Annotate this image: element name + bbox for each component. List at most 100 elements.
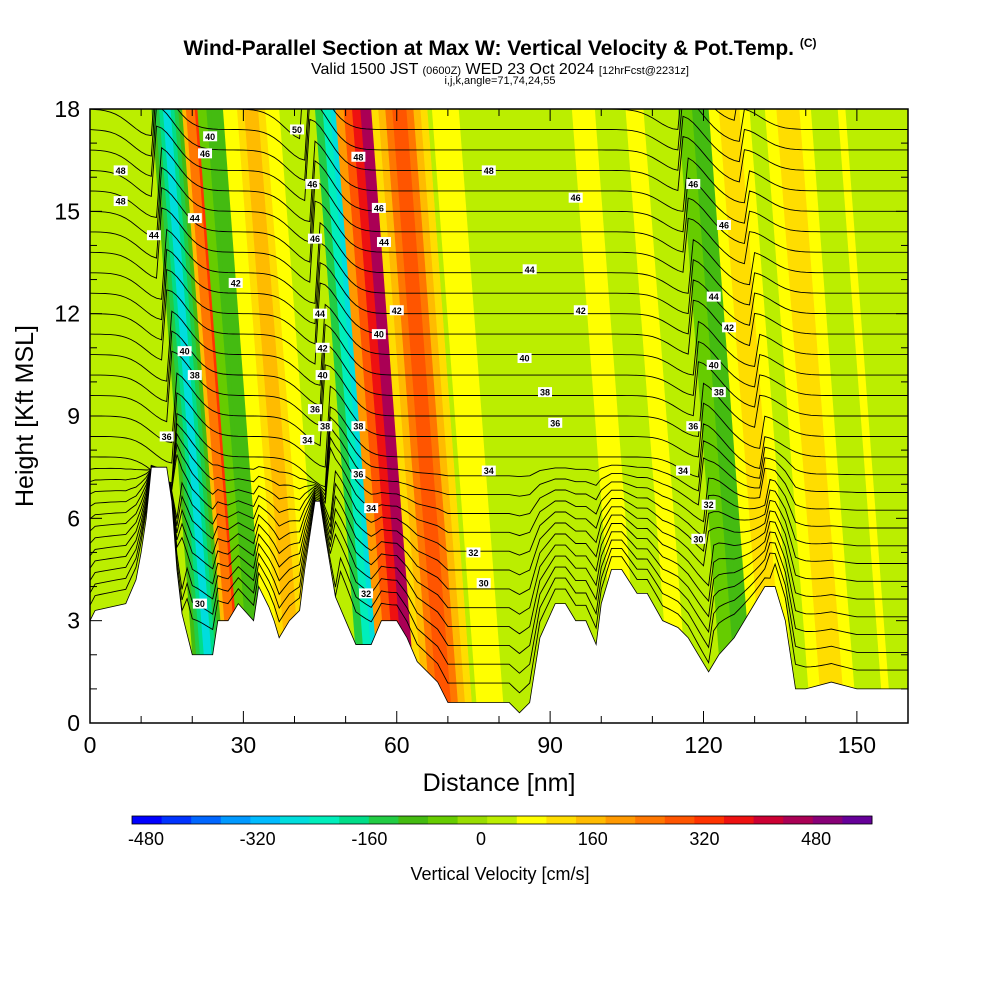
contour-label-bg <box>716 219 731 230</box>
colorbar-swatch <box>339 816 370 824</box>
velocity-band <box>782 109 840 723</box>
contour-label: 44 <box>187 213 202 224</box>
contour-label-bg <box>113 196 128 207</box>
isentrope-line <box>90 343 908 427</box>
contour-label-bg <box>203 131 218 142</box>
colorbar: -480 -320 -160 0 160 320 480 <box>128 815 873 849</box>
y-tick-label: 15 <box>54 198 80 224</box>
isentrope-line <box>90 426 908 506</box>
contour-label-bg <box>359 588 374 599</box>
contour-label-bg <box>522 264 537 275</box>
contour-label: 40 <box>177 346 192 357</box>
contour-label-text: 42 <box>576 306 586 316</box>
x-tick-label: 90 <box>537 732 563 758</box>
contour-label: 30 <box>691 533 706 544</box>
contour-label: 46 <box>305 179 320 190</box>
colorbar-swatch <box>783 816 814 824</box>
contour-label-bg <box>307 404 322 415</box>
isentrope-line <box>90 261 908 345</box>
contour-label-bg <box>351 468 366 479</box>
contour-label-text: 48 <box>116 166 126 176</box>
contour-label: 34 <box>481 465 496 476</box>
contour-label: 34 <box>676 465 691 476</box>
colorbar-tick-label: 480 <box>801 829 831 849</box>
x-tick-label: 150 <box>838 732 876 758</box>
isentrope-line <box>90 282 908 365</box>
contour-label-bg <box>113 165 128 176</box>
contour-label-text: 34 <box>302 435 312 445</box>
contour-label: 48 <box>113 196 128 207</box>
contour-label-text: 44 <box>315 309 325 319</box>
y-tick-label: 18 <box>54 96 80 122</box>
contour-label-text: 32 <box>468 548 478 558</box>
contour-label-text: 34 <box>678 466 688 476</box>
contour-label-text: 44 <box>525 265 535 275</box>
contour-label-bg <box>364 503 379 514</box>
contour-label: 40 <box>315 370 330 381</box>
contour-label: 40 <box>371 329 386 340</box>
valid-time-utc: (0600Z) <box>422 65 462 77</box>
isentrope-line <box>90 464 908 694</box>
colorbar-swatch <box>753 816 784 824</box>
x-tick-label: 0 <box>84 732 97 758</box>
contour-label-bg <box>706 291 721 302</box>
contour-label-bg <box>481 165 496 176</box>
contour-label-bg <box>198 148 213 159</box>
valid-time-prefix: Valid 1500 JST <box>311 61 419 78</box>
contour-label: 38 <box>187 370 202 381</box>
colorbar-label: Vertical Velocity [cm/s] <box>410 864 589 884</box>
isentrope-line <box>90 118 908 202</box>
contour-label-bg <box>300 434 315 445</box>
contour-label-text: 38 <box>714 388 724 398</box>
contour-label-bg <box>318 421 333 432</box>
contour-label: 30 <box>476 578 491 589</box>
y-tick-label: 9 <box>67 403 80 429</box>
colorbar-tick-label: 0 <box>476 829 486 849</box>
isentrope-line <box>90 465 908 655</box>
contour-label: 36 <box>686 421 701 432</box>
contour-label: 36 <box>159 431 174 442</box>
contour-label-bg <box>573 305 588 316</box>
contour-label-text: 48 <box>116 197 126 207</box>
contour-label-bg <box>568 192 583 203</box>
contour-label-bg <box>476 578 491 589</box>
isentrope-line <box>90 467 908 576</box>
isentrope-line <box>90 416 908 493</box>
contour-label-text: 46 <box>307 180 317 190</box>
contour-label: 32 <box>359 588 374 599</box>
colorbar-tick-label: 320 <box>689 829 719 849</box>
isentrope-line <box>90 364 908 447</box>
colorbar-swatch <box>664 816 695 824</box>
contour-label: 44 <box>522 264 537 275</box>
colorbar-swatch <box>546 816 577 824</box>
contour-label: 46 <box>716 219 731 230</box>
chart-title: Wind-Parallel Section at Max W: Vertical… <box>0 36 1000 61</box>
isentrope-line <box>90 323 908 407</box>
isentrope-line <box>90 109 908 181</box>
isentrope-line <box>90 465 908 635</box>
colorbar-swatch <box>487 816 518 824</box>
terrain-mask <box>90 466 908 723</box>
isentrope-line <box>90 180 908 263</box>
contour-label-text: 36 <box>353 469 363 479</box>
contour-label-bg <box>228 277 243 288</box>
colorbar-swatch <box>842 816 873 824</box>
contour-label-text: 48 <box>484 166 494 176</box>
valid-date: WED 23 Oct 2024 <box>465 61 595 78</box>
contour-label-text: 30 <box>479 579 489 589</box>
contour-label-bg <box>305 179 320 190</box>
contour-label-text: 46 <box>310 234 320 244</box>
contour-label-bg <box>177 346 192 357</box>
colorbar-tick-label: -160 <box>351 829 387 849</box>
contour-label: 48 <box>481 165 496 176</box>
contour-label-text: 30 <box>195 599 205 609</box>
colorbar-swatch <box>694 816 725 824</box>
contour-label-text: 46 <box>688 180 698 190</box>
colorbar-swatch <box>457 816 488 824</box>
isentrope-line <box>90 109 908 161</box>
contour-label-text: 42 <box>724 323 734 333</box>
contour-label: 46 <box>198 148 213 159</box>
isentrope-line <box>90 160 908 243</box>
